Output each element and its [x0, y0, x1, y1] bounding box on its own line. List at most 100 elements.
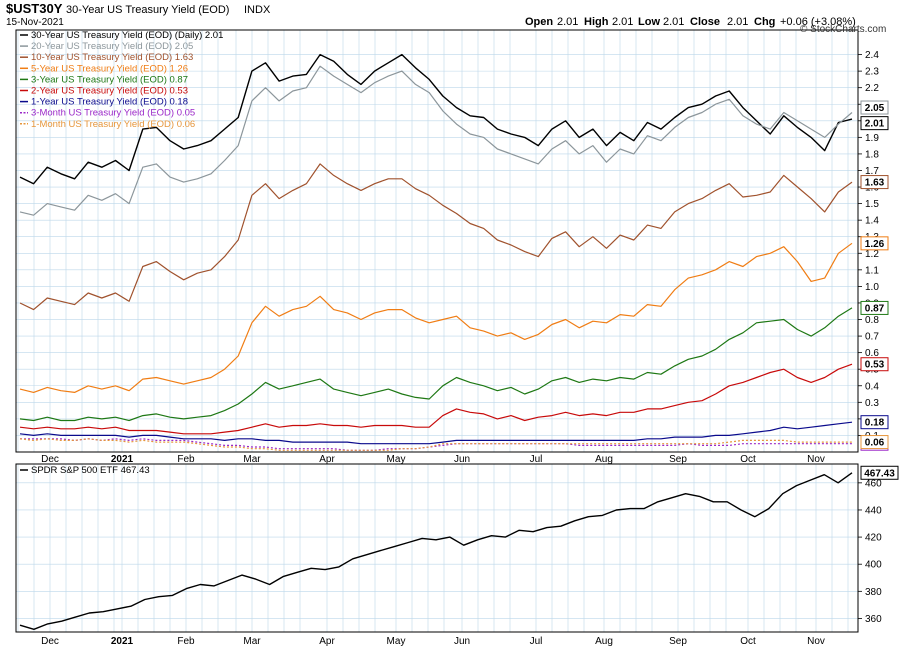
series-line-y3 [19, 307, 853, 422]
price-tag-label-y3: 0.87 [865, 303, 885, 314]
close-label: Close [690, 16, 720, 28]
price-tag-box-y5 [860, 236, 889, 251]
spy-tick-label: 400 [865, 560, 882, 571]
x-tick-label-bottom: Dec [41, 636, 59, 647]
series-line-y1 [19, 421, 853, 445]
x-tick-label-bottom: Feb [177, 636, 195, 647]
price-tag-box-y2 [860, 357, 889, 372]
series-line-m3 [20, 438, 852, 451]
x-tick-label-top: Mar [243, 454, 261, 465]
legend-entry-spy: SPDR S&P 500 ETF 467.43 [31, 465, 150, 476]
price-tag-y30: 2.01 [860, 116, 889, 131]
x-tick-label-bottom: May [387, 636, 406, 647]
legend-entry-y20: 20-Year US Treasury Yield (EOD) 2.05 [31, 41, 193, 52]
series-line-spy [19, 472, 853, 630]
open-value: 2.01 [557, 16, 578, 28]
price-tag-box-y1 [860, 415, 889, 430]
x-tick-label-bottom: Mar [243, 636, 261, 647]
price-tag-m1: 0.06 [860, 435, 889, 450]
series-line-y20 [19, 65, 853, 216]
yield-panel-border [15, 29, 859, 453]
price-tag-y2: 0.53 [860, 357, 889, 372]
legend-entry-y1: 1-Year US Treasury Yield (EOD) 0.18 [31, 97, 188, 108]
legend-entry-m1: 1-Month US Treasury Yield (EOD) 0.06 [31, 119, 195, 130]
yield-tick-label: 1.7 [865, 166, 879, 177]
x-tick-label-bottom: Jun [454, 636, 470, 647]
legend-entry-y3: 3-Year US Treasury Yield (EOD) 0.87 [31, 74, 188, 85]
x-tick-label-top: May [387, 454, 406, 465]
price-tag-box-y20 [860, 100, 889, 115]
price-tag-y10: 1.63 [860, 175, 889, 190]
x-tick-label-bottom: Sep [669, 636, 687, 647]
yield-tick-label: 1.9 [865, 133, 879, 144]
spy-tick-label: 460 [865, 478, 882, 489]
price-tag-y3: 0.87 [860, 300, 889, 315]
x-tick-label-bottom: Oct [740, 636, 756, 647]
yield-tick-label: 2.2 [865, 83, 879, 94]
price-tag-box-y10 [860, 175, 889, 190]
legend-entry-m3: 3-Month US Treasury Yield (EOD) 0.05 [31, 108, 195, 119]
series-line-y5 [19, 242, 853, 393]
price-tag-y20: 2.05 [860, 100, 889, 115]
watermark: © StockCharts.com [800, 24, 886, 35]
price-tag-label-y5: 1.26 [865, 239, 885, 250]
price-tag-label-spy: 467.43 [864, 468, 895, 479]
price-tag-label-y30: 2.01 [865, 119, 885, 130]
price-tag-box-y3 [860, 300, 889, 315]
x-tick-label-bottom: Nov [807, 636, 825, 647]
legend-entry-y30: 30-Year US Treasury Yield (EOD) (Daily) … [31, 30, 223, 41]
x-tick-label-top: Jul [530, 454, 543, 465]
x-tick-label-top: Dec [41, 454, 59, 465]
price-tag-box-spy [860, 465, 899, 480]
yield-tick-label: 0.4 [865, 381, 879, 392]
x-tick-label-top: Jun [454, 454, 470, 465]
yield-tick-label: 1.1 [865, 265, 879, 276]
high-value: 2.01 [612, 16, 633, 28]
spy-tick-label: 380 [865, 587, 882, 598]
chart-date: 15-Nov-2021 [6, 17, 64, 28]
low-value: 2.01 [663, 16, 684, 28]
x-tick-label-bottom: Apr [319, 636, 335, 647]
price-tag-spy: 467.43 [860, 465, 899, 480]
yield-tick-label: 1.0 [865, 282, 879, 293]
yield-tick-label: 1.8 [865, 149, 879, 160]
symbol-description: 30-Year US Treasury Yield (EOD) [66, 4, 229, 16]
close-value: 2.01 [727, 16, 748, 28]
x-tick-label-top: Sep [669, 454, 687, 465]
exchange-label: INDX [244, 4, 271, 16]
legend: 30-Year US Treasury Yield (EOD) (Daily) … [20, 30, 223, 476]
x-tick-label-bottom: Jul [530, 636, 543, 647]
chg-label: Chg [754, 16, 775, 28]
spy-tick-label: 440 [865, 505, 882, 516]
x-tick-label-top: Feb [177, 454, 195, 465]
series-line-m1 [19, 438, 852, 451]
series-line-y30 [19, 53, 853, 185]
legend-entry-y5: 5-Year US Treasury Yield (EOD) 1.26 [31, 63, 188, 74]
yield-tick-label: 1.2 [865, 249, 879, 260]
price-tag-label-y20: 2.05 [865, 103, 885, 114]
x-tick-label-bottom: 2021 [111, 636, 134, 647]
high-label: High [584, 16, 609, 28]
open-label: Open [525, 16, 553, 28]
price-tags: 2.012.051.631.260.870.530.180.050.06467.… [860, 100, 899, 480]
price-tag-label-y2: 0.53 [865, 360, 885, 371]
yield-tick-label: 1.5 [865, 199, 879, 210]
x-tick-label-top: Nov [807, 454, 825, 465]
chg-value: +0.06 (+3.08%) [780, 16, 856, 28]
legend-entry-y2: 2-Year US Treasury Yield (EOD) 0.53 [31, 86, 188, 97]
yield-tick-label: 0.3 [865, 398, 879, 409]
spy-panel: 360 380 400 420 440 460 [15, 463, 882, 633]
price-tag-y5: 1.26 [860, 236, 889, 251]
series-line-y10 [19, 163, 853, 311]
yield-panel: 0.10.20.30.40.50.60.70.80.91.01.11.21.31… [15, 29, 879, 453]
x-tick-label-top: Apr [319, 454, 335, 465]
price-tag-box-y30 [860, 116, 889, 131]
yield-tick-label: 1.4 [865, 216, 879, 227]
series-line-y2 [19, 363, 853, 435]
price-tag-y1: 0.18 [860, 415, 889, 430]
x-tick-label-top: 2021 [111, 454, 134, 465]
x-tick-label-top: Oct [740, 454, 756, 465]
x-tick-label-top: Aug [595, 454, 613, 465]
